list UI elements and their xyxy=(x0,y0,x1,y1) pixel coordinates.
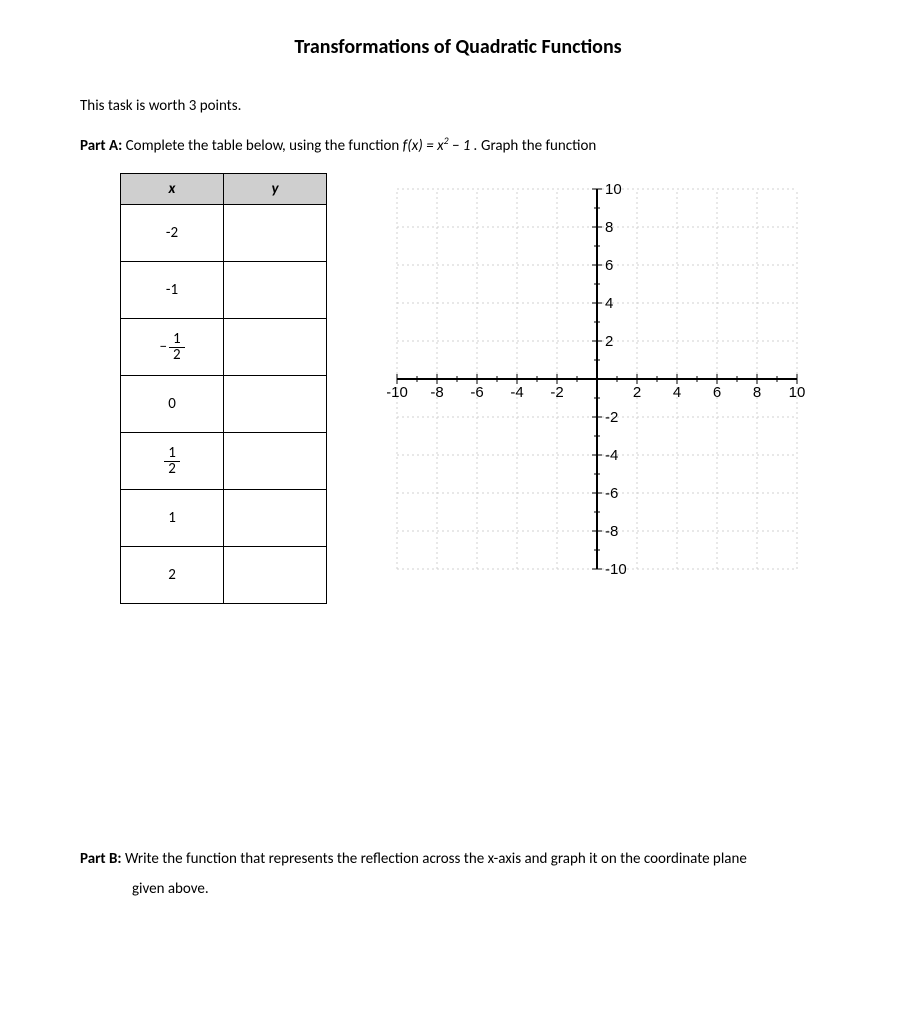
y-cell xyxy=(224,490,327,547)
svg-text:-8: -8 xyxy=(430,384,443,401)
table-row: −12 xyxy=(121,319,327,376)
svg-text:6: 6 xyxy=(713,384,721,401)
part-b-line1: Write the function that represents the r… xyxy=(125,850,747,868)
svg-text:-10: -10 xyxy=(605,561,627,578)
table-row: 0 xyxy=(121,376,327,433)
svg-text:4: 4 xyxy=(605,295,613,312)
y-cell xyxy=(224,262,327,319)
x-cell: 1 xyxy=(121,490,224,547)
x-cell: 0 xyxy=(121,376,224,433)
svg-text:-2: -2 xyxy=(550,384,563,401)
part-b-line2: given above. xyxy=(132,874,209,904)
coordinate-plane: -10 -8 -6 -4 -2 2 4 6 8 10 10 8 6 4 2 -2 -4 -6 -8 -10 xyxy=(387,179,807,579)
svg-text:8: 8 xyxy=(605,219,613,236)
part-a-text-after: Graph the function xyxy=(481,137,596,155)
page-title: Transformations of Quadratic Functions xyxy=(80,35,836,59)
table-row: 12 xyxy=(121,433,327,490)
table-row: 2 xyxy=(121,547,327,604)
svg-text:-4: -4 xyxy=(510,384,523,401)
xy-table: x y -2-1−1201212 xyxy=(120,173,327,604)
svg-text:-6: -6 xyxy=(605,485,618,502)
x-cell: −12 xyxy=(121,319,224,376)
svg-text:4: 4 xyxy=(673,384,681,401)
intro-text: This task is worth 3 points. xyxy=(80,97,836,115)
function-expression: f(x) = x2 − 1 . xyxy=(403,137,481,155)
svg-text:2: 2 xyxy=(605,333,613,350)
table-row: -2 xyxy=(121,205,327,262)
part-a-label: Part A: xyxy=(80,137,122,155)
x-cell: -1 xyxy=(121,262,224,319)
svg-text:10: 10 xyxy=(789,384,806,401)
table-header-row: x y xyxy=(121,174,327,205)
col-x-header: x xyxy=(121,174,224,205)
svg-text:-10: -10 xyxy=(387,384,408,401)
svg-text:-4: -4 xyxy=(605,447,618,464)
part-a-text-before: Complete the table below, using the func… xyxy=(126,137,403,155)
svg-text:-2: -2 xyxy=(605,409,618,426)
svg-text:2: 2 xyxy=(633,384,641,401)
col-y-header: y xyxy=(224,174,327,205)
x-cell: 12 xyxy=(121,433,224,490)
table-row: 1 xyxy=(121,490,327,547)
part-b-label: Part B: xyxy=(80,850,122,868)
table-row: -1 xyxy=(121,262,327,319)
y-cell xyxy=(224,376,327,433)
y-cell xyxy=(224,319,327,376)
x-cell: 2 xyxy=(121,547,224,604)
part-a-prompt: Part A: Complete the table below, using … xyxy=(80,135,836,155)
svg-text:-8: -8 xyxy=(605,523,618,540)
svg-text:-6: -6 xyxy=(470,384,483,401)
part-b-prompt: Part B: Write the function that represen… xyxy=(80,844,836,904)
worksheet-page: Transformations of Quadratic Functions T… xyxy=(0,0,916,1024)
svg-text:10: 10 xyxy=(605,181,622,198)
content-row: x y -2-1−1201212 -10-8-6-4-2246810108642… xyxy=(120,173,836,604)
y-cell xyxy=(224,433,327,490)
y-cell xyxy=(224,205,327,262)
y-cell xyxy=(224,547,327,604)
svg-text:6: 6 xyxy=(605,257,613,274)
x-cell: -2 xyxy=(121,205,224,262)
svg-text:8: 8 xyxy=(753,384,761,401)
